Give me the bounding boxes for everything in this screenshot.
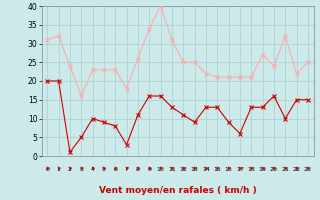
X-axis label: Vent moyen/en rafales ( km/h ): Vent moyen/en rafales ( km/h ) — [99, 186, 256, 195]
